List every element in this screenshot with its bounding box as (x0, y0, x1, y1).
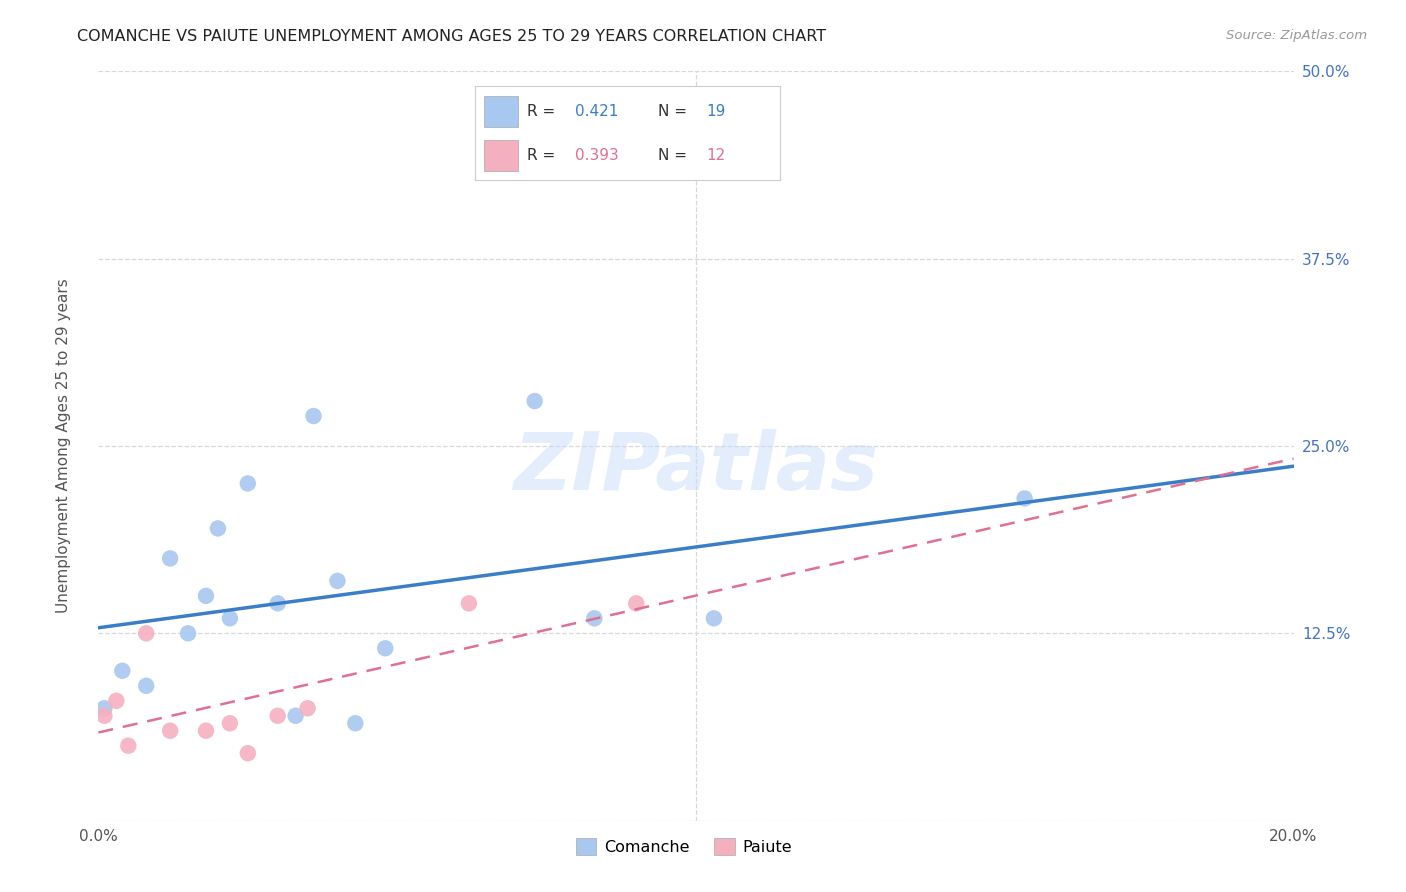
Point (135, 679, 157, 693)
Point (135, 626, 157, 640)
Point (111, 664, 134, 678)
Text: ZIPatlas: ZIPatlas (513, 429, 879, 508)
Point (374, 641, 396, 656)
Text: Unemployment Among Ages 25 to 29 years: Unemployment Among Ages 25 to 29 years (56, 278, 70, 614)
Point (523, 394, 546, 409)
Point (703, 611, 725, 625)
Point (302, 409, 325, 423)
Point (159, 551, 181, 566)
Point (195, 723, 218, 738)
Text: COMANCHE VS PAIUTE UNEMPLOYMENT AMONG AGES 25 TO 29 YEARS CORRELATION CHART: COMANCHE VS PAIUTE UNEMPLOYMENT AMONG AG… (77, 29, 827, 44)
Point (207, 521, 229, 535)
Point (626, 596, 648, 610)
Point (1014, 491, 1036, 506)
Point (297, 701, 319, 715)
Legend: Comanche, Paiute: Comanche, Paiute (569, 831, 799, 862)
Point (236, 746, 259, 760)
Point (117, 739, 139, 753)
Point (267, 596, 290, 610)
Point (583, 611, 606, 625)
Point (93, 708, 115, 723)
Point (195, 589, 218, 603)
Point (267, 708, 290, 723)
Point (219, 611, 242, 625)
Point (284, 708, 307, 723)
Point (236, 476, 259, 491)
Point (105, 694, 128, 708)
Point (177, 626, 200, 640)
Point (326, 574, 349, 588)
Point (93, 701, 115, 715)
Point (159, 723, 181, 738)
Point (458, 596, 481, 610)
Point (219, 716, 242, 731)
Point (344, 716, 367, 731)
Text: Source: ZipAtlas.com: Source: ZipAtlas.com (1226, 29, 1367, 42)
